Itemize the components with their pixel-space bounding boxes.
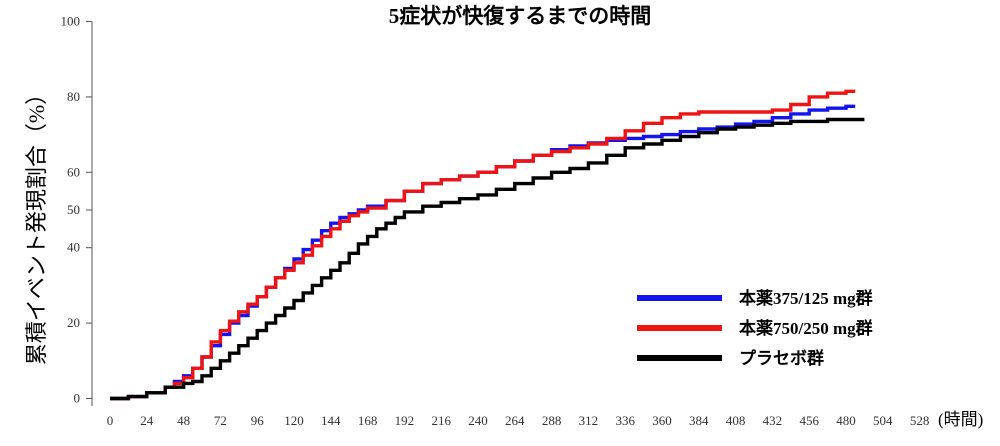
x-tick-label: 456 bbox=[799, 413, 819, 428]
legend-label-2: 本薬750/250 mg群 bbox=[739, 318, 873, 338]
y-tick-label: 20 bbox=[67, 315, 80, 330]
x-tick-label: 144 bbox=[321, 413, 341, 428]
x-tick-label: 72 bbox=[214, 413, 227, 428]
legend-label-1: 本薬375/125 mg群 bbox=[739, 288, 873, 308]
y-tick-label: 100 bbox=[61, 14, 81, 29]
x-tick-label: 0 bbox=[107, 413, 114, 428]
x-tick-label: 120 bbox=[284, 413, 304, 428]
x-tick-label: 216 bbox=[431, 413, 451, 428]
x-tick-label: 48 bbox=[177, 413, 190, 428]
legend-label-3: プラセボ群 bbox=[739, 348, 824, 368]
series-layer bbox=[110, 89, 865, 401]
x-tick-label: 528 bbox=[910, 413, 930, 428]
y-tick-label: 0 bbox=[74, 390, 81, 405]
x-tick-label: 432 bbox=[763, 413, 783, 428]
x-tick-label: 312 bbox=[579, 413, 599, 428]
x-tick-label: 384 bbox=[689, 413, 709, 428]
x-tick-label: 264 bbox=[505, 413, 525, 428]
x-tick-label: 168 bbox=[358, 413, 378, 428]
x-tick-label: 288 bbox=[542, 413, 562, 428]
x-tick-label: 192 bbox=[395, 413, 415, 428]
y-tick-label: 60 bbox=[67, 164, 80, 179]
x-tick-label: 96 bbox=[251, 413, 265, 428]
x-tick-label: 504 bbox=[873, 413, 893, 428]
y-axis-label: 累積イベント発現割合（%） bbox=[24, 83, 49, 365]
y-tick-label: 80 bbox=[67, 89, 80, 104]
chart-title: 5症状が快復するまでの時間 bbox=[389, 4, 652, 28]
x-tick-label: 480 bbox=[836, 413, 856, 428]
x-tick-label: 408 bbox=[726, 413, 746, 428]
x-tick-label: 24 bbox=[140, 413, 154, 428]
series-line-3 bbox=[110, 117, 865, 401]
y-tick-label: 40 bbox=[67, 240, 80, 255]
x-tick-label: 240 bbox=[468, 413, 488, 428]
tick-labels: 0 20 40 50 60 80 100 0 24 48 72 96 120 144 168 192 216 24… bbox=[61, 14, 930, 428]
series-line-2 bbox=[110, 89, 856, 401]
x-tick-label: 360 bbox=[652, 413, 672, 428]
y-tick-label: 50 bbox=[67, 202, 80, 217]
x-tick-label: 336 bbox=[615, 413, 635, 428]
x-axis-unit: (時間) bbox=[938, 410, 983, 429]
